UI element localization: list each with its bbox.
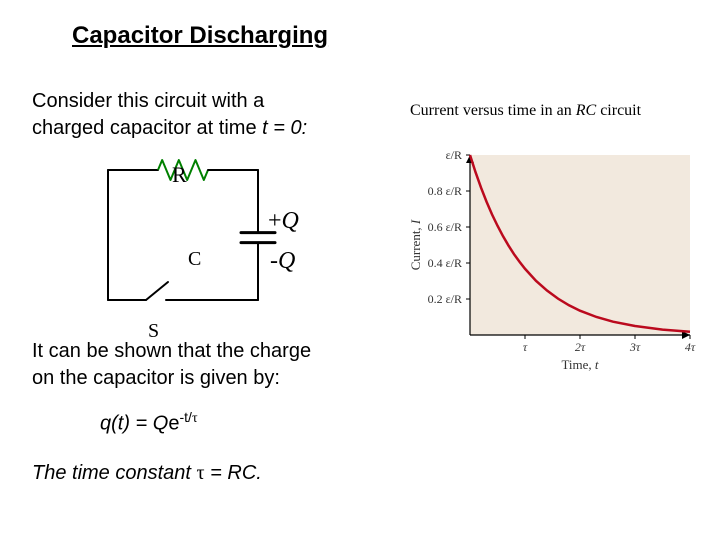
svg-text:0.6 ε/R: 0.6 ε/R <box>428 220 462 234</box>
svg-text:2τ: 2τ <box>575 340 586 354</box>
svg-text:0.2 ε/R: 0.2 ε/R <box>428 292 462 306</box>
svg-text:Time, t: Time, t <box>561 357 598 372</box>
svg-text:3τ: 3τ <box>629 340 641 354</box>
svg-text:0.4 ε/R: 0.4 ε/R <box>428 256 462 270</box>
svg-text:Current, I: Current, I <box>408 219 423 270</box>
svg-text:τ: τ <box>523 340 528 354</box>
svg-text:4τ: 4τ <box>685 340 696 354</box>
svg-text:0.8 ε/R: 0.8 ε/R <box>428 184 462 198</box>
decay-chart: 0.2 ε/R 0.4 ε/R 0.6 ε/R 0.8 ε/R ε/R τ 2τ 3τ 4τ Ti… <box>0 0 720 540</box>
svg-text:ε/R: ε/R <box>446 148 462 162</box>
